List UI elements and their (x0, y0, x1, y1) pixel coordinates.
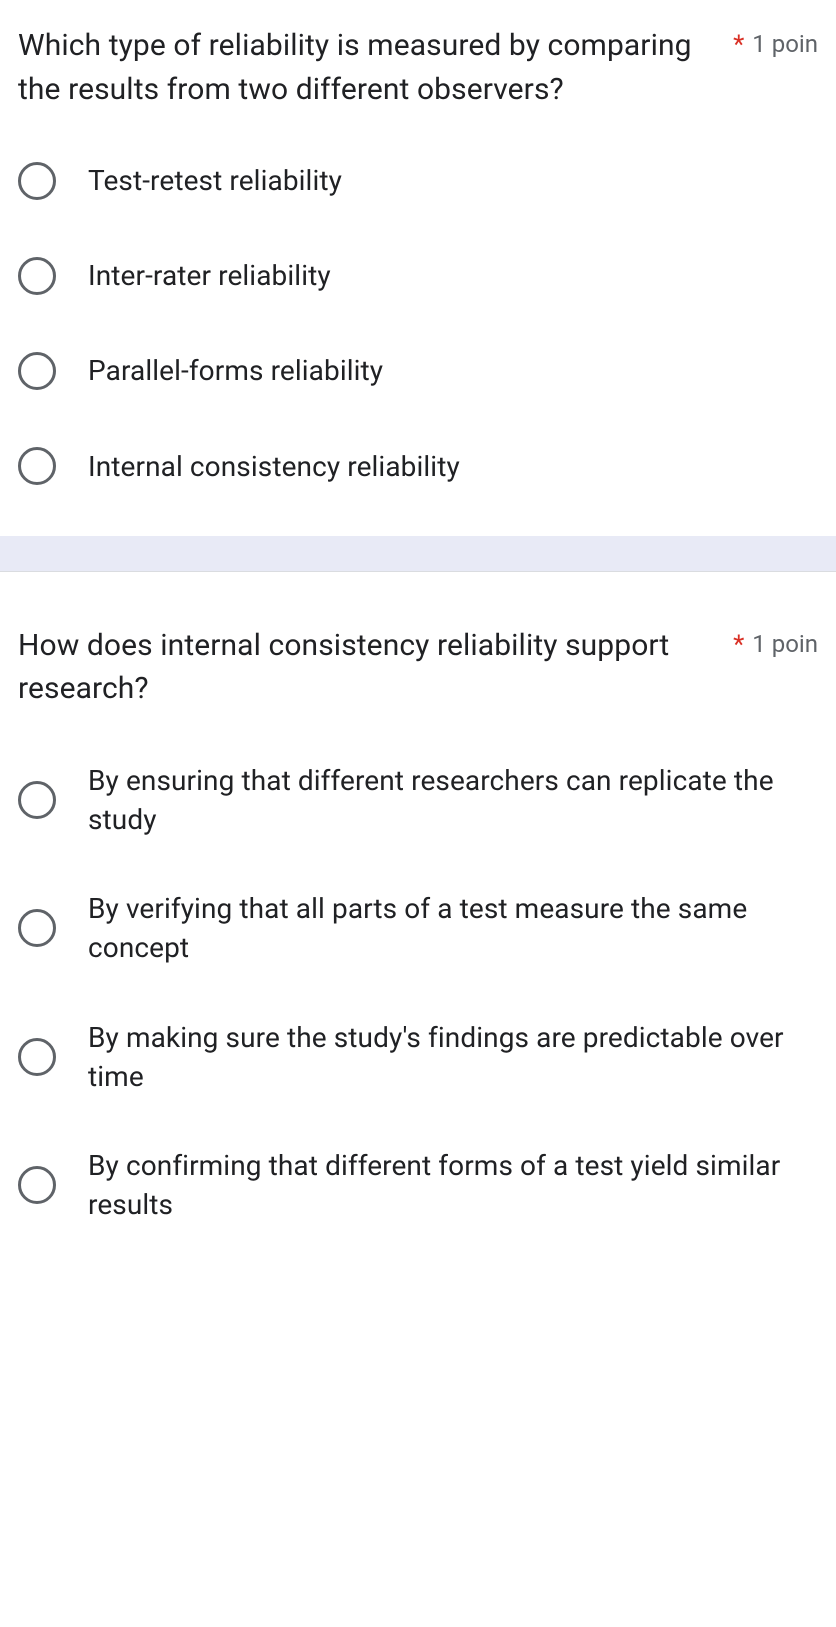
radio-option[interactable]: Parallel-forms reliability (18, 351, 818, 390)
radio-icon (18, 1038, 56, 1076)
options-list: Test-retest reliability Inter-rater reli… (18, 161, 818, 486)
options-list: By ensuring that different researchers c… (18, 761, 818, 1225)
question-card-2: How does internal consistency reliabilit… (0, 572, 836, 1275)
option-label: By confirming that different forms of a … (88, 1146, 818, 1224)
radio-icon (18, 781, 56, 819)
required-indicator: * (733, 30, 744, 60)
option-label: Parallel-forms reliability (88, 351, 383, 390)
question-card-1: Which type of reliability is measured by… (0, 0, 836, 536)
radio-icon (18, 257, 56, 295)
card-divider (0, 536, 836, 572)
question-text: Which type of reliability is measured by… (18, 24, 733, 111)
radio-option[interactable]: Test-retest reliability (18, 161, 818, 200)
points-wrapper: * 1 poin (733, 24, 818, 60)
option-label: By ensuring that different researchers c… (88, 761, 818, 839)
radio-option[interactable]: By confirming that different forms of a … (18, 1146, 818, 1224)
points-label: 1 poin (752, 30, 818, 58)
radio-option[interactable]: Internal consistency reliability (18, 447, 818, 486)
radio-option[interactable]: By verifying that all parts of a test me… (18, 889, 818, 967)
question-header: Which type of reliability is measured by… (18, 24, 818, 111)
radio-icon (18, 447, 56, 485)
option-label: By verifying that all parts of a test me… (88, 889, 818, 967)
radio-icon (18, 162, 56, 200)
radio-option[interactable]: Inter-rater reliability (18, 256, 818, 295)
radio-icon (18, 909, 56, 947)
radio-option[interactable]: By ensuring that different researchers c… (18, 761, 818, 839)
required-indicator: * (733, 630, 744, 660)
points-label: 1 poin (752, 630, 818, 658)
option-label: Test-retest reliability (88, 161, 342, 200)
option-label: By making sure the study's findings are … (88, 1018, 818, 1096)
radio-icon (18, 1166, 56, 1204)
question-header: How does internal consistency reliabilit… (18, 624, 818, 711)
question-text: How does internal consistency reliabilit… (18, 624, 733, 711)
radio-option[interactable]: By making sure the study's findings are … (18, 1018, 818, 1096)
option-label: Inter-rater reliability (88, 256, 331, 295)
radio-icon (18, 352, 56, 390)
option-label: Internal consistency reliability (88, 447, 460, 486)
points-wrapper: * 1 poin (733, 624, 818, 660)
